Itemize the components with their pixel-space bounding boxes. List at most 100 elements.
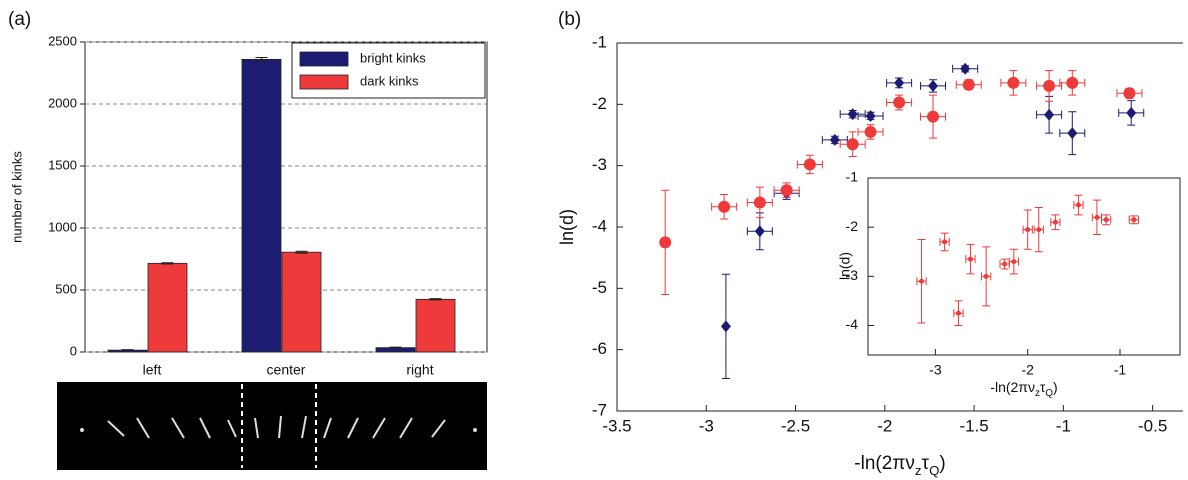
point (942, 239, 948, 245)
x-tick-label: -2 (877, 416, 892, 435)
x-tick-label: -0.5 (1138, 416, 1167, 435)
point (919, 278, 925, 284)
x-axis-label-part: -ln(2πν (854, 453, 915, 474)
x-axis-label-part: -ln(2πν (990, 379, 1035, 395)
point (780, 184, 793, 197)
point (1075, 202, 1081, 208)
y-tick-label: -1 (592, 32, 607, 51)
y-tick-label: 1500 (48, 157, 77, 172)
panel-label: (b) (558, 9, 581, 30)
point (829, 133, 840, 146)
y-tick-label: -1 (846, 169, 859, 185)
point (960, 62, 971, 75)
point (864, 125, 877, 138)
bar (281, 251, 322, 353)
x-tick-label: -3 (699, 416, 714, 435)
x-axis-label-part: Q (929, 463, 939, 478)
x-tick-label: -1.5 (959, 416, 988, 435)
y-tick-label: -4 (592, 216, 607, 235)
error-bar (295, 250, 308, 254)
panel-label: (a) (8, 9, 31, 30)
point (983, 273, 989, 279)
bar (415, 298, 456, 353)
x-tick-label: -2.5 (781, 416, 810, 435)
ion-image (57, 382, 487, 470)
error-bar (161, 262, 174, 265)
point (754, 225, 765, 238)
y-axis-label: ln(d) (557, 209, 577, 245)
point (659, 236, 672, 249)
error-bar (389, 346, 402, 349)
bar (241, 58, 282, 353)
point (847, 108, 858, 121)
y-tick-label: -3 (592, 155, 607, 174)
image-background (57, 382, 487, 470)
y-tick-label: -3 (846, 267, 859, 283)
point (962, 78, 975, 91)
point (718, 200, 731, 213)
x-tick-label: -2 (1021, 362, 1034, 378)
x-tick-label: left (143, 362, 162, 378)
x-tick-label: right (406, 362, 433, 378)
point (1011, 259, 1017, 265)
point (967, 256, 973, 262)
x-axis-label-part: Q (1045, 388, 1053, 399)
error-bar (255, 57, 268, 62)
y-tick-label: 2000 (48, 95, 77, 110)
legend-label: bright kinks (360, 50, 426, 65)
y-tick-label: -7 (592, 400, 607, 419)
point (753, 196, 766, 209)
error-bar (429, 298, 442, 301)
point (955, 310, 961, 316)
y-tick-label: -5 (592, 278, 607, 297)
y-tick-label: -4 (846, 316, 859, 332)
point (720, 320, 731, 333)
y-tick-label: 2500 (48, 33, 77, 48)
point (893, 96, 906, 109)
legend-swatch (299, 51, 349, 67)
x-axis-label-part: ) (1053, 379, 1058, 395)
y-tick-label: 0 (70, 343, 77, 358)
x-axis-label-part: τ (1040, 379, 1046, 395)
point (1025, 227, 1031, 233)
point (1126, 106, 1137, 119)
legend-label: dark kinks (360, 73, 419, 88)
point (1007, 76, 1020, 89)
y-tick-label: -2 (846, 218, 859, 234)
point (1131, 217, 1137, 223)
x-axis-label-part: τ (922, 453, 930, 474)
error-bar (121, 349, 134, 352)
point (1036, 227, 1042, 233)
x-tick-label: -1 (1114, 362, 1127, 378)
y-axis-label: number of kinks (9, 151, 24, 243)
x-tick-label: -3 (929, 362, 942, 378)
point (1002, 261, 1008, 267)
y-tick-label: -6 (592, 339, 607, 358)
y-tick-label: 500 (55, 281, 77, 296)
point (1123, 87, 1136, 100)
inset-frame (867, 177, 1181, 356)
x-axis-label-part: z (1035, 388, 1040, 399)
point (1066, 76, 1079, 89)
point (1067, 127, 1078, 140)
x-axis-label-part: z (915, 463, 922, 478)
x-axis-label: -ln(2πνzτQ) (854, 453, 945, 478)
legend-swatch (299, 74, 349, 90)
point (803, 158, 816, 171)
x-axis-label: -ln(2πνzτQ) (990, 379, 1057, 399)
y-tick-label: -2 (592, 94, 607, 113)
point (846, 138, 859, 151)
point (894, 76, 905, 89)
point (1103, 217, 1109, 223)
point (1052, 219, 1058, 225)
x-tick-label: center (267, 362, 306, 378)
point (865, 109, 876, 122)
y-axis-label: ln(d) (837, 252, 853, 280)
point (927, 110, 940, 123)
x-axis-label-part: ) (939, 453, 945, 474)
x-tick-label: -3.5 (602, 416, 631, 435)
bar (147, 262, 188, 353)
point (1044, 108, 1055, 121)
